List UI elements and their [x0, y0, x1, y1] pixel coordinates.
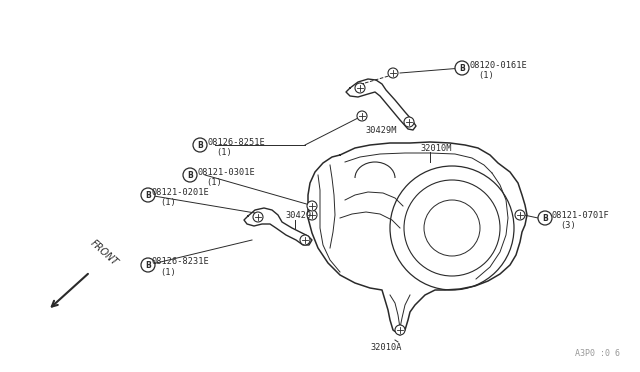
Circle shape — [388, 68, 398, 78]
Circle shape — [355, 83, 365, 93]
Text: B: B — [145, 190, 151, 199]
Text: (3): (3) — [560, 221, 576, 230]
Text: 08121-0701F: 08121-0701F — [552, 211, 610, 219]
Polygon shape — [244, 208, 312, 245]
Circle shape — [307, 201, 317, 211]
Circle shape — [395, 325, 405, 335]
Text: 30429M: 30429M — [365, 125, 397, 135]
Text: (1): (1) — [206, 177, 221, 186]
Text: B: B — [187, 170, 193, 180]
Text: 30429: 30429 — [285, 211, 311, 219]
Circle shape — [300, 235, 310, 245]
Text: 08126-8251E: 08126-8251E — [208, 138, 266, 147]
Text: B: B — [145, 260, 151, 269]
Text: (1): (1) — [478, 71, 493, 80]
Text: 32010M: 32010M — [420, 144, 451, 153]
Circle shape — [357, 111, 367, 121]
Text: B: B — [197, 141, 203, 150]
Text: FRONT: FRONT — [88, 238, 120, 268]
Text: B: B — [542, 214, 548, 222]
Circle shape — [515, 210, 525, 220]
Text: (1): (1) — [160, 198, 176, 206]
Circle shape — [455, 61, 469, 75]
Circle shape — [141, 188, 155, 202]
Circle shape — [141, 258, 155, 272]
Text: B: B — [459, 64, 465, 73]
Polygon shape — [346, 79, 416, 130]
Circle shape — [183, 168, 197, 182]
Text: (1): (1) — [216, 148, 232, 157]
Text: A3P0 :0 6: A3P0 :0 6 — [575, 349, 620, 358]
Circle shape — [404, 117, 414, 127]
Text: 08126-8231E: 08126-8231E — [152, 257, 210, 266]
Circle shape — [538, 211, 552, 225]
Text: 08121-0201E: 08121-0201E — [152, 187, 210, 196]
Text: (1): (1) — [160, 267, 176, 276]
Circle shape — [193, 138, 207, 152]
Text: 08120-0161E: 08120-0161E — [470, 61, 528, 70]
Circle shape — [253, 212, 263, 222]
Circle shape — [307, 210, 317, 220]
Polygon shape — [308, 142, 527, 335]
Text: 08121-0301E: 08121-0301E — [198, 167, 256, 176]
Text: 32010A: 32010A — [370, 343, 401, 353]
